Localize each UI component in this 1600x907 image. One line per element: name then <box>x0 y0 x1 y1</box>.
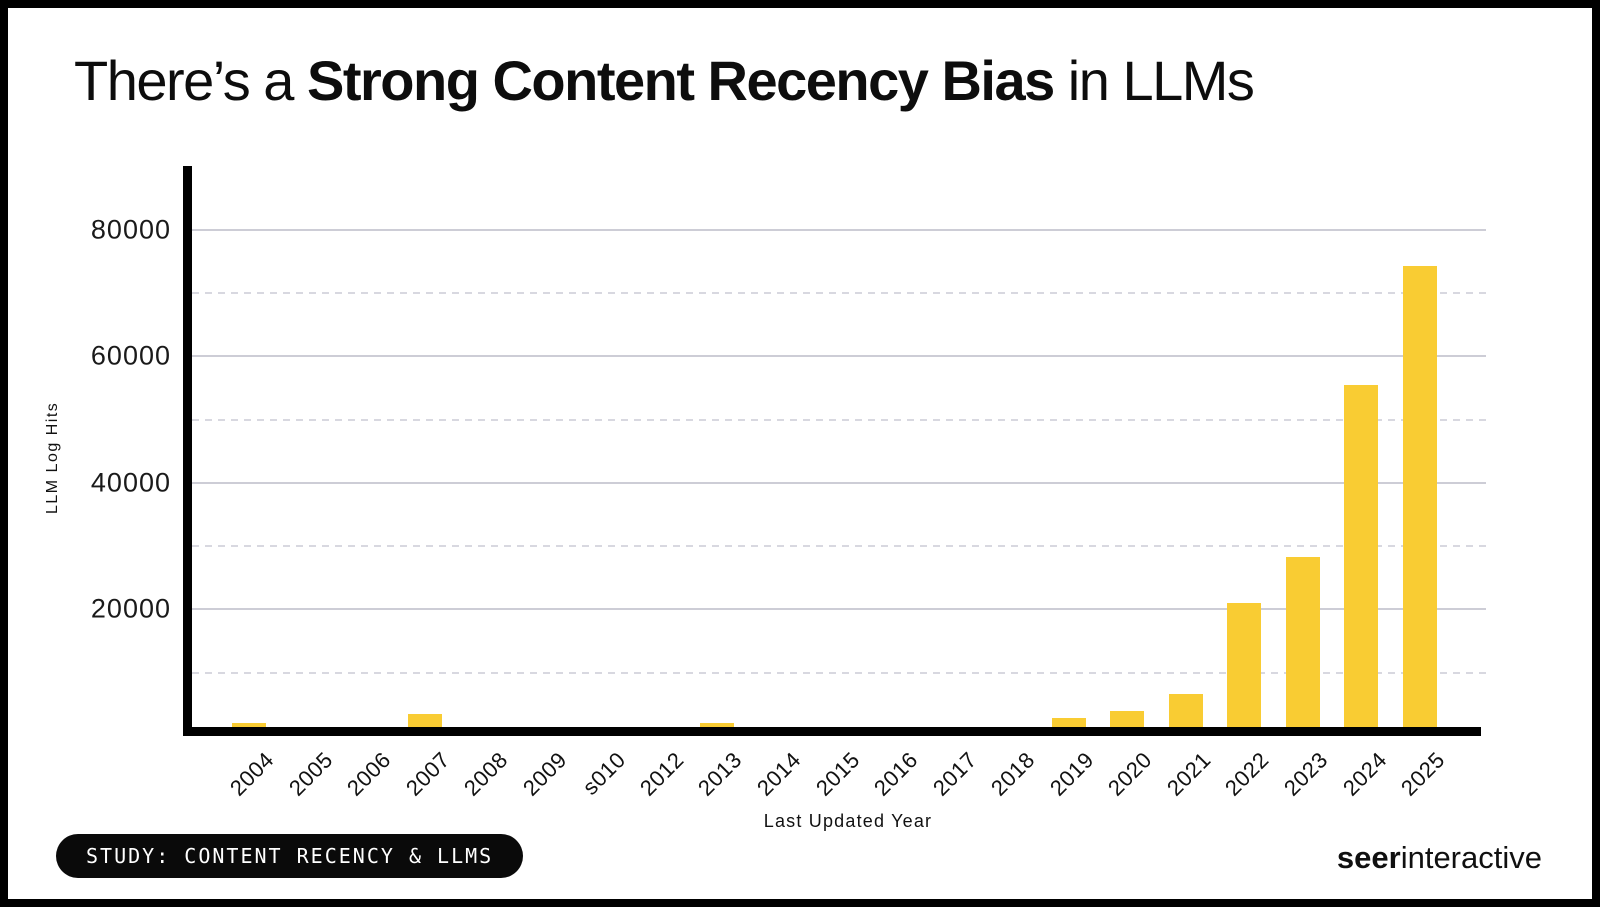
x-tick-label: 2018 <box>986 747 1040 801</box>
x-tick-label: 2015 <box>810 747 865 801</box>
y-tick-label: 60000 <box>90 340 171 371</box>
gridline-dashed <box>192 291 1486 294</box>
x-tick-label: s010 <box>577 747 630 800</box>
study-badge-label: STUDY: CONTENT RECENCY & LLMS <box>86 844 494 868</box>
bar <box>1344 384 1379 736</box>
gridline-dashed <box>192 418 1486 421</box>
brand-logo-regular: interactive <box>1400 840 1542 875</box>
brand-logo: seerinteractive <box>1337 840 1542 876</box>
bar <box>1227 603 1262 736</box>
gridline-solid <box>192 608 1486 611</box>
x-axis-title: Last Updated Year <box>763 811 933 831</box>
x-tick-label: 2021 <box>1161 747 1216 801</box>
title-prefix: There’s a <box>74 49 307 112</box>
title-bold: Strong Content Recency Bias <box>306 49 1055 112</box>
x-tick-label: 2008 <box>459 747 513 801</box>
x-tick-label: 2007 <box>400 747 455 801</box>
gridline-dashed <box>192 545 1486 548</box>
bar <box>1403 265 1437 736</box>
x-tick-label: 2004 <box>224 747 279 801</box>
x-tick-label: 2016 <box>869 747 923 801</box>
gridline-dashed <box>192 671 1486 674</box>
brand-logo-bold: seer <box>1336 840 1401 875</box>
x-tick-label: 2006 <box>342 747 396 801</box>
x-tick-label: 2017 <box>927 747 982 801</box>
y-tick-label: 80000 <box>90 214 171 245</box>
y-tick-label: 20000 <box>90 593 171 624</box>
bar <box>1285 556 1320 736</box>
y-axis-spine <box>183 166 192 736</box>
y-tick-label: 40000 <box>90 467 171 498</box>
x-tick-label: 2009 <box>517 747 572 801</box>
study-badge: STUDY: CONTENT RECENCY & LLMS <box>56 834 524 878</box>
x-tick-label: 2019 <box>1044 747 1099 801</box>
y-axis-title: LLM Log Hits <box>44 401 61 515</box>
x-tick-label: 2014 <box>751 747 806 801</box>
gridline-solid <box>192 481 1486 484</box>
x-tick-label: 2024 <box>1337 747 1392 801</box>
x-axis-spine <box>183 727 1481 736</box>
x-tick-label: 2023 <box>1278 747 1333 801</box>
x-tick-label: 2005 <box>283 747 338 801</box>
gridline-solid <box>192 355 1486 358</box>
page-title: There’s a Strong Content Recency Bias in… <box>74 48 1255 113</box>
title-suffix: in LLMs <box>1053 49 1255 112</box>
x-tick-label: 2020 <box>1103 747 1157 801</box>
x-tick-label: 2012 <box>634 747 689 801</box>
x-tick-label: 2025 <box>1395 747 1450 801</box>
x-tick-label: 2022 <box>1220 747 1275 801</box>
gridline-solid <box>192 228 1486 231</box>
chart-canvas: There’s a Strong Content Recency Bias in… <box>8 8 1592 899</box>
x-tick-label: 2013 <box>693 747 748 801</box>
bar-chart: LLM Log Hits Last Updated Year 20000 4000… <box>8 8 1592 899</box>
